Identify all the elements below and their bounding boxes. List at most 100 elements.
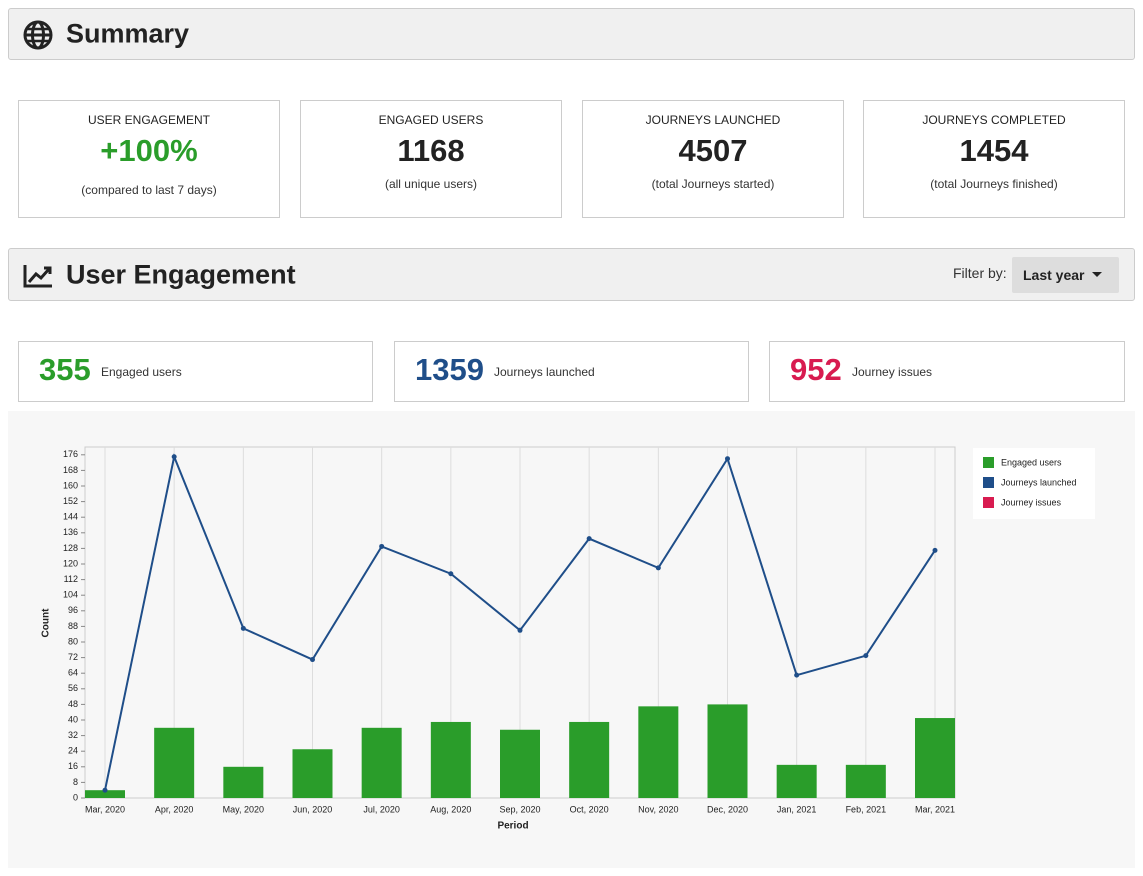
bar <box>776 764 817 798</box>
x-tick-label: Sep, 2020 <box>499 804 540 814</box>
y-tick-label: 120 <box>63 558 78 568</box>
y-tick-label: 104 <box>63 590 78 600</box>
section-title: User Engagement <box>66 259 296 289</box>
plot-marks <box>85 704 955 798</box>
point <box>102 787 108 793</box>
stat-value: 952 <box>790 352 842 387</box>
y-tick-label: 168 <box>63 465 78 475</box>
kpi-label: ENGAGED USERS <box>378 113 484 127</box>
kpi-value: 1168 <box>397 133 465 168</box>
y-axis-title: Count <box>41 608 52 638</box>
stat-label: Engaged users <box>101 365 182 379</box>
y-tick-label: 80 <box>68 636 78 646</box>
point <box>379 543 385 549</box>
bar <box>430 721 471 798</box>
y-tick-label: 176 <box>63 449 78 459</box>
globe-icon <box>23 20 53 50</box>
y-tick-label: 24 <box>68 746 78 756</box>
engagement-header: User Engagement Filter by: Last year <box>8 248 1135 301</box>
y-tick-label: 136 <box>63 527 78 537</box>
kpi-note: (all unique users) <box>384 177 478 191</box>
point <box>586 536 592 542</box>
stat-value: 1359 <box>415 352 484 387</box>
stat-card: 355 Engaged users <box>18 341 373 402</box>
y-tick-label: 144 <box>63 512 78 522</box>
stat-card: 952 Journey issues <box>769 341 1125 402</box>
point <box>310 657 315 663</box>
point <box>448 571 454 577</box>
filter-dropdown[interactable]: Last year <box>1012 257 1119 293</box>
kpi-value: 4507 <box>678 133 748 168</box>
point <box>725 456 730 462</box>
kpi-label: USER ENGAGEMENT <box>87 113 210 127</box>
y-tick-label: 64 <box>68 668 78 678</box>
chart: Period Count Mar, 2020 Apr, 2020 May, 2020… <box>8 411 1135 868</box>
kpi-note: (total Journeys started) <box>651 177 775 191</box>
point <box>240 625 246 631</box>
x-tick-label: Jan, 2021 <box>777 804 817 814</box>
bar <box>361 727 402 798</box>
y-tick-label: 112 <box>64 574 78 584</box>
bar <box>915 718 955 798</box>
kpi-value: 1454 <box>959 133 1029 168</box>
kpi-card: JOURNEYS LAUNCHED 4507 (total Journeys sta… <box>582 100 844 218</box>
bar <box>292 749 333 798</box>
y-tick-label: 128 <box>63 543 78 553</box>
y-tick-label: 72 <box>68 652 78 662</box>
legend-label: Journeys launched <box>1001 477 1077 487</box>
x-tick-label: Dec, 2020 <box>707 804 748 814</box>
x-tick-label: Feb, 2021 <box>846 804 887 814</box>
caret <box>1092 272 1102 277</box>
x-tick-label: Aug, 2020 <box>430 804 471 814</box>
bar <box>707 704 748 798</box>
y-tick-label: 160 <box>63 480 78 490</box>
point <box>863 653 869 659</box>
y-tick-label: 56 <box>68 683 78 693</box>
x-tick-label: Oct, 2020 <box>570 804 609 814</box>
section-title: Summary <box>66 18 190 49</box>
kpi-note: (compared to last 7 days) <box>81 183 217 197</box>
y-tick-label: 48 <box>68 699 78 709</box>
legend-swatch <box>983 497 994 508</box>
filter-label: Filter by: <box>953 265 1007 281</box>
kpi-label: JOURNEYS COMPLETED <box>922 113 1066 127</box>
bar <box>154 727 195 798</box>
stat-label: Journeys launched <box>494 365 595 379</box>
y-tick-label: 96 <box>68 605 78 615</box>
bar <box>638 706 679 798</box>
point <box>517 627 523 633</box>
x-tick-label: Mar, 2021 <box>915 804 955 814</box>
point <box>932 547 938 553</box>
y-tick-label: 40 <box>68 714 78 724</box>
x-tick-label: Jun, 2020 <box>293 804 333 814</box>
x-tick-label: Jul, 2020 <box>363 804 400 814</box>
legend-label: Engaged users <box>1001 457 1062 467</box>
legend-label: Journey issues <box>1001 497 1062 507</box>
point <box>171 454 177 460</box>
stat-value: 355 <box>39 352 91 387</box>
kpi-note: (total Journeys finished) <box>930 177 1058 191</box>
point <box>655 565 661 571</box>
kpi-value: +100% <box>100 133 198 168</box>
y-tick-label: 16 <box>68 761 78 771</box>
y-tick-label: 0 <box>73 792 78 802</box>
x-tick-label: Mar, 2020 <box>85 804 125 814</box>
stat-label: Journey issues <box>852 365 933 379</box>
x-tick-label: Nov, 2020 <box>638 804 678 814</box>
bar <box>845 764 886 798</box>
stat-card: 1359 Journeys launched <box>394 341 749 402</box>
bar <box>569 721 610 798</box>
y-tick-label: 8 <box>73 777 78 787</box>
kpi-card: USER ENGAGEMENT +100% (compared to last 7 … <box>18 100 280 218</box>
y-tick-label: 88 <box>68 621 78 631</box>
chart-icon <box>23 265 52 288</box>
summary-header: Summary <box>8 8 1135 60</box>
bar <box>85 790 125 798</box>
kpi-label: JOURNEYS LAUNCHED <box>645 113 781 127</box>
x-tick-label: May, 2020 <box>223 804 264 814</box>
legend-swatch <box>983 477 994 488</box>
x-tick-label: Apr, 2020 <box>155 804 194 814</box>
y-tick-label: 32 <box>68 730 78 740</box>
